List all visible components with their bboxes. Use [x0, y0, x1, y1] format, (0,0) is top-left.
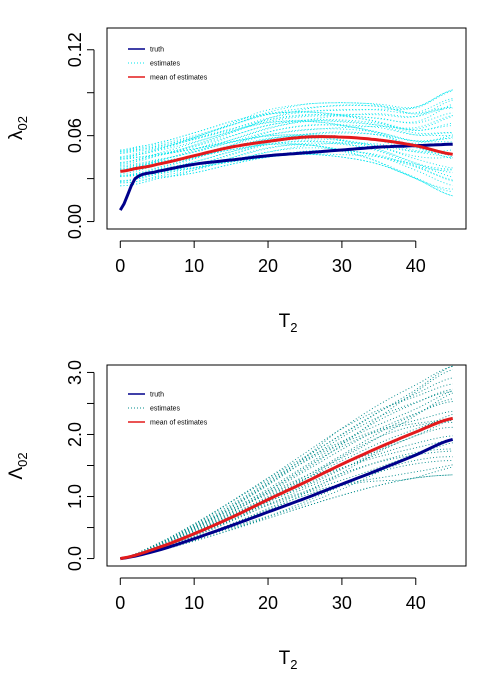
lambda-chart-marks — [119, 89, 453, 211]
y-tick-label: 3.0 — [65, 360, 85, 385]
x-tick-label: 20 — [258, 593, 278, 613]
cumulative-chart-axes: 0 10 20 30 40 0.0 1.0 2.0 3.0 — [65, 360, 426, 613]
y-tick-label: 0.06 — [65, 118, 85, 153]
cumulative-chart-marks — [120, 365, 454, 561]
estimate-curve — [120, 90, 453, 152]
x-tick-label: 20 — [258, 256, 278, 276]
lambda-x-axis-title: T2 — [279, 311, 298, 335]
y-tick-label: 2.0 — [65, 422, 85, 447]
cumulative-y-axis-title: Λ02 — [6, 452, 30, 479]
lambda-legend: truth estimates mean of estimates — [128, 47, 208, 82]
legend-label: estimates — [150, 406, 180, 413]
lambda-chart-panel: 0 10 20 30 40 0.00 0.06 0.12 truth estimates mean… — [6, 27, 467, 335]
estimate-curve — [120, 134, 453, 171]
estimate-curve — [120, 392, 453, 560]
estimate-curve — [120, 143, 453, 193]
x-tick-label: 10 — [184, 593, 204, 613]
x-tick-label: 30 — [332, 593, 352, 613]
estimate-curve — [120, 456, 453, 560]
y-tick-label: 0.00 — [65, 204, 85, 239]
estimate-curve — [120, 365, 453, 560]
estimate-curve — [120, 104, 453, 160]
estimate-curve — [120, 153, 453, 178]
cumulative-plot-frame — [106, 364, 467, 567]
estimate-curve — [120, 103, 453, 152]
x-tick-label: 40 — [406, 256, 426, 276]
estimate-curve — [120, 106, 453, 160]
estimate-curve — [120, 474, 453, 560]
cumulative-legend: truth estimates mean of estimates — [128, 392, 208, 427]
estimate-curve — [120, 442, 453, 560]
estimate-curve — [120, 147, 453, 187]
legend-label: estimates — [150, 61, 180, 68]
estimate-curve — [120, 153, 453, 197]
estimate-curve — [120, 128, 453, 170]
estimate-curve — [120, 115, 453, 158]
lambda-plot-frame — [106, 27, 467, 230]
cumulative-lambda-chart-panel: 0 10 20 30 40 0.0 1.0 2.0 3.0 truth estimates mean… — [6, 360, 467, 672]
estimate-curve — [120, 143, 453, 175]
estimate-curve — [120, 142, 453, 182]
legend-label: truth — [150, 392, 164, 399]
y-tick-label: 0.12 — [65, 32, 85, 67]
estimate-curve — [120, 89, 453, 151]
y-tick-label: 1.0 — [65, 484, 85, 509]
truth-series-line — [119, 142, 453, 211]
estimate-curve — [120, 114, 453, 165]
estimate-curve — [120, 98, 453, 155]
estimate-curve — [120, 460, 453, 560]
mean-series-line — [120, 135, 453, 173]
mean-series-line — [120, 416, 454, 561]
estimate-curve — [120, 377, 453, 560]
cumulative-x-axis-title: T2 — [279, 648, 298, 672]
estimate-curve — [120, 124, 453, 167]
legend-label: mean of estimates — [150, 420, 208, 427]
x-tick-label: 30 — [332, 256, 352, 276]
estimate-curve — [120, 120, 453, 172]
estimate-curve — [120, 426, 453, 560]
truth-series-line — [120, 437, 454, 561]
estimate-curve — [120, 124, 453, 176]
estimate-curve — [120, 448, 453, 560]
legend-label: mean of estimates — [150, 75, 208, 82]
lambda-y-axis-title: λ02 — [6, 116, 30, 140]
x-tick-label: 40 — [406, 593, 426, 613]
x-tick-label: 0 — [115, 256, 125, 276]
x-tick-label: 10 — [184, 256, 204, 276]
lambda-chart-axes: 0 10 20 30 40 0.00 0.06 0.12 — [65, 32, 426, 276]
x-tick-label: 0 — [115, 593, 125, 613]
legend-label: truth — [150, 47, 164, 54]
estimate-curve — [120, 99, 453, 154]
y-tick-label: 0.0 — [65, 546, 85, 571]
estimate-curve — [120, 111, 453, 160]
